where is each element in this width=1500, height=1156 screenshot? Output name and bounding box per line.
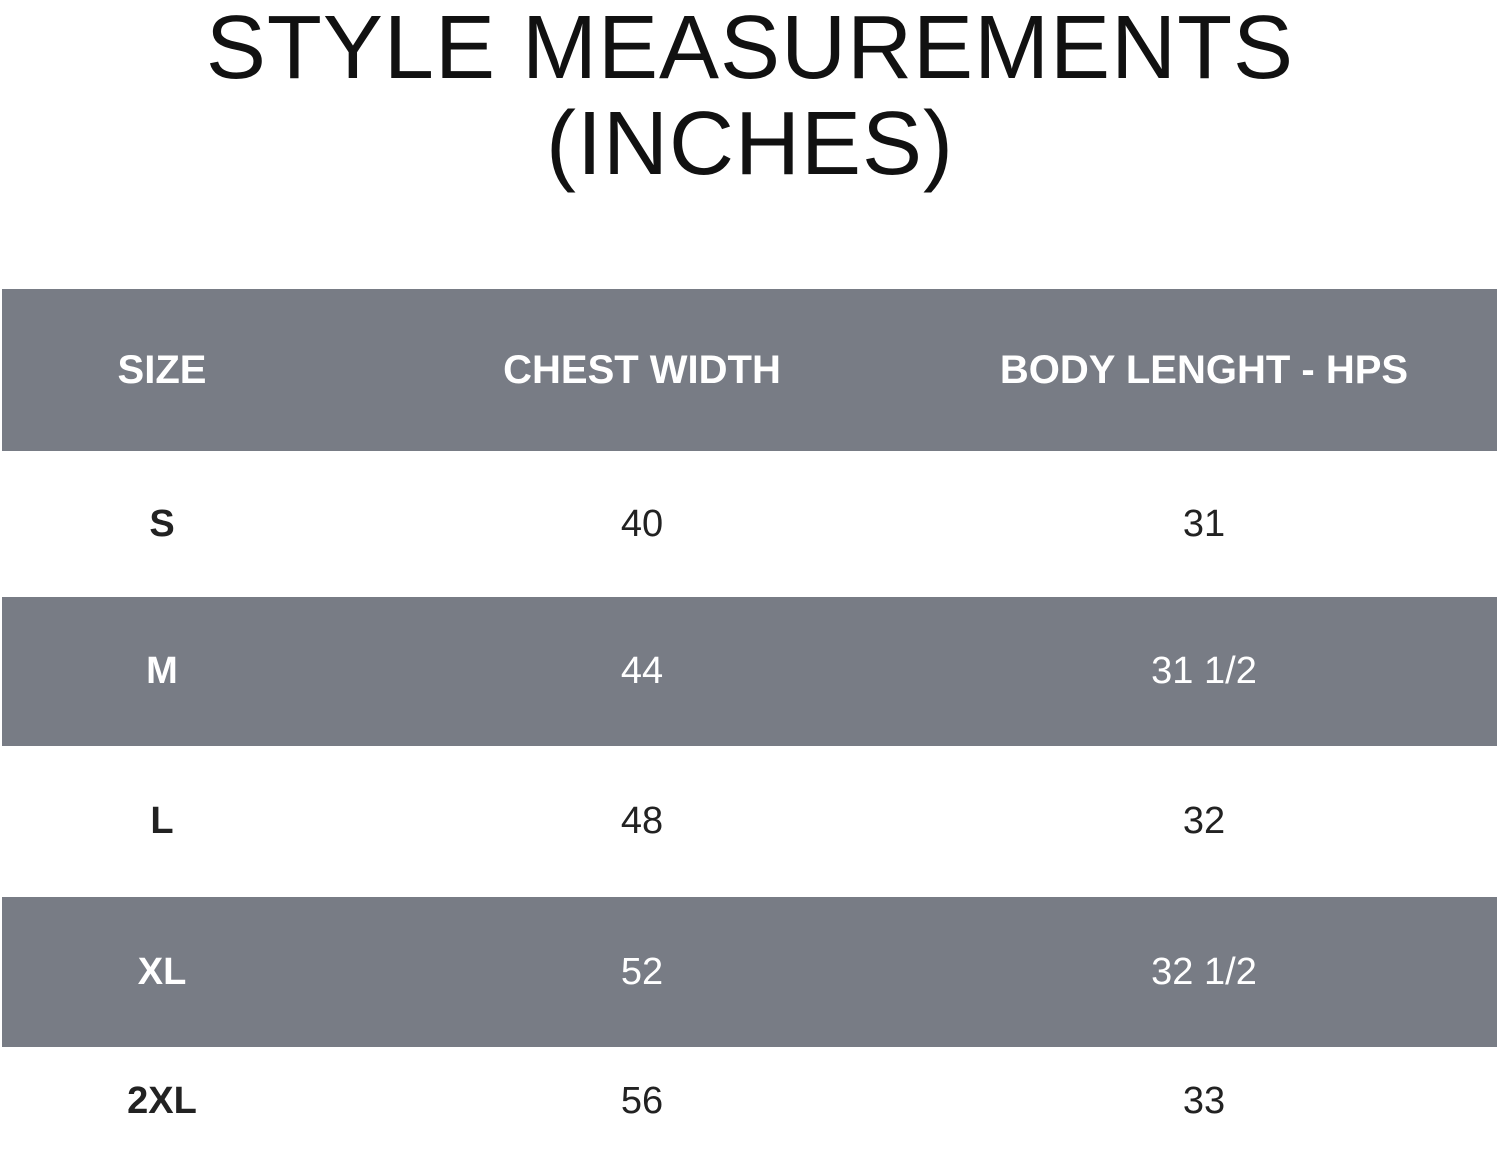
cell: 32	[1182, 800, 1226, 842]
cell: 48	[620, 800, 664, 842]
table-row: L 48 32	[2, 746, 1497, 897]
table-row: XL 52 32 1/2	[2, 897, 1497, 1047]
cell: L	[150, 800, 174, 842]
cell: CHEST WIDTH	[503, 347, 781, 392]
table-row: 2XL 56 33	[2, 1047, 1497, 1156]
cell: BODY LENGHT - HPS	[999, 347, 1409, 392]
cell: 32 1/2	[1151, 950, 1257, 993]
cell: 44	[620, 650, 664, 692]
cell: XL	[137, 950, 187, 993]
cell: 31	[1182, 502, 1226, 545]
title: STYLE MEASUREMENTS (INCHES)	[205, 0, 1295, 194]
header-row: SIZE CHEST WIDTH BODY LENGHT - HPS	[2, 289, 1497, 451]
cell: 2XL	[127, 1080, 197, 1122]
cell: 33	[1182, 1080, 1226, 1122]
cell: 56	[620, 1080, 664, 1122]
cell: SIZE	[117, 347, 207, 392]
cell: M	[146, 650, 178, 692]
size-table: SIZE CHEST WIDTH BODY LENGHT - HPS S 40 31 M 44…	[2, 289, 1497, 1156]
cell: S	[149, 502, 175, 545]
cell: 31 1/2	[1151, 650, 1257, 692]
cell: 40	[620, 502, 664, 545]
table-row: M 44 31 1/2	[2, 597, 1497, 746]
table-row: S 40 31	[2, 451, 1497, 597]
cell: 52	[620, 950, 664, 993]
